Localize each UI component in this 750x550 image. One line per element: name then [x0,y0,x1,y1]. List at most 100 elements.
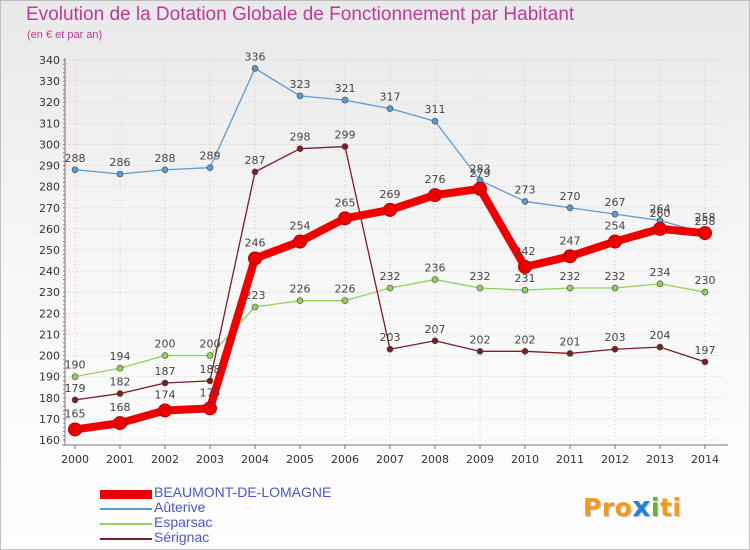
data-label-beaumont-de-lomagne: 269 [380,188,401,201]
data-point-esparsac [206,352,214,359]
data-point-beaumont-de-lomagne [698,226,712,241]
data-label-beaumont-de-lomagne: 246 [245,236,266,249]
x-tick-label: 2009 [466,453,494,466]
data-label-s-rignac: 179 [65,382,86,395]
data-point-beaumont-de-lomagne [248,251,262,266]
data-label-beaumont-de-lomagne: 265 [335,196,356,209]
x-tick-label: 2003 [196,453,224,466]
legend: BEAUMONT-DE-LOMAGNE Aûterive Esparsac Sé… [100,485,420,546]
y-tick-label: 300 [39,138,60,151]
legend-swatch-serignac [100,538,152,540]
data-point-s-rignac [566,350,574,357]
data-label-a-terive: 321 [335,82,356,95]
data-label-beaumont-de-lomagne: 242 [515,245,536,258]
legend-label-esparsac: Esparsac [154,514,213,530]
data-point-a-terive [161,166,169,174]
data-label-a-terive: 273 [515,183,536,196]
data-point-esparsac [476,284,484,292]
legend-item-auterive[interactable]: Aûterive [100,500,420,516]
data-point-a-terive [116,170,124,178]
data-label-esparsac: 200 [200,338,221,351]
data-point-s-rignac [206,377,214,385]
data-point-a-terive [296,92,304,100]
y-tick-label: 250 [39,244,60,257]
y-tick-label: 170 [39,413,60,426]
data-point-beaumont-de-lomagne [428,188,442,203]
x-tick-label: 2007 [376,453,404,466]
data-label-s-rignac: 202 [515,333,536,346]
data-label-esparsac: 234 [650,266,671,279]
data-label-a-terive: 317 [380,91,401,104]
axes: 160 170 180 190 200 210 220 230 240 250 260 270 280 2… [39,54,728,466]
data-label-beaumont-de-lomagne: 254 [605,220,626,233]
data-label-esparsac: 194 [110,350,131,363]
x-tick-label: 2013 [646,453,674,466]
data-label-esparsac: 232 [560,270,581,283]
data-label-esparsac: 190 [65,359,86,372]
y-tick-label: 330 [39,75,60,88]
data-point-s-rignac [656,343,664,351]
data-label-esparsac: 231 [515,272,536,285]
data-label-esparsac: 223 [245,289,266,302]
data-point-s-rignac [341,143,349,150]
data-label-s-rignac: 299 [335,129,356,142]
data-point-esparsac [341,297,349,304]
legend-swatch-beaumont [100,490,152,499]
data-label-esparsac: 226 [290,283,311,296]
data-label-a-terive: 311 [425,103,446,116]
data-point-esparsac [386,284,394,292]
data-label-a-terive: 288 [155,152,176,165]
x-tick-label: 2014 [691,453,719,466]
data-label-s-rignac: 203 [605,331,626,344]
logo-part-2: x [632,490,651,523]
data-point-a-terive [566,204,574,212]
data-label-beaumont-de-lomagne: 254 [290,220,311,233]
data-point-a-terive [611,210,619,218]
logo-part-1: Pro [583,493,633,522]
data-point-esparsac [611,284,619,292]
data-label-esparsac: 230 [695,274,716,287]
data-point-esparsac [701,288,709,296]
data-label-s-rignac: 204 [650,329,671,342]
data-label-beaumont-de-lomagne: 258 [695,211,716,224]
x-tick-label: 2006 [331,453,359,466]
data-label-a-terive: 258 [695,215,716,228]
data-point-esparsac [116,364,124,372]
y-tick-label: 180 [39,392,60,405]
y-tick-label: 160 [39,434,60,447]
data-point-s-rignac [386,345,394,353]
data-label-beaumont-de-lomagne: 247 [560,234,581,247]
y-tick-label: 200 [39,350,60,363]
data-label-a-terive: 270 [560,190,581,203]
data-point-esparsac [431,276,439,283]
data-point-a-terive [251,65,259,72]
chart-title: Evolution de la Dotation Globale de Fonc… [26,4,575,25]
data-point-beaumont-de-lomagne [293,234,307,249]
data-point-esparsac [296,297,304,304]
data-label-a-terive: 323 [290,78,311,91]
data-label-esparsac: 232 [380,270,401,283]
y-tick-label: 210 [39,328,60,341]
series-layer [68,65,712,437]
data-point-s-rignac [296,145,304,152]
data-point-a-terive [71,166,79,174]
data-label-s-rignac: 202 [470,333,491,346]
data-label-s-rignac: 187 [155,365,176,378]
logo-part-4: ti [659,493,682,522]
x-tick-label: 2004 [241,453,269,466]
data-point-esparsac [71,373,79,380]
data-label-beaumont-de-lomagne: 279 [470,167,491,180]
data-point-s-rignac [701,358,709,366]
proxiti-logo: Proxiti [583,490,682,523]
y-tick-label: 220 [39,307,60,320]
legend-item-beaumont[interactable]: BEAUMONT-DE-LOMAGNE [100,485,420,501]
data-point-a-terive [341,96,349,104]
data-label-s-rignac: 201 [560,335,581,348]
data-point-s-rignac [161,379,169,387]
legend-item-esparsac[interactable]: Esparsac [100,514,420,531]
y-tick-label: 310 [39,117,60,130]
data-label-s-rignac: 287 [245,154,266,167]
legend-item-serignac[interactable]: Sérignac [100,530,420,546]
data-point-beaumont-de-lomagne [338,211,352,226]
